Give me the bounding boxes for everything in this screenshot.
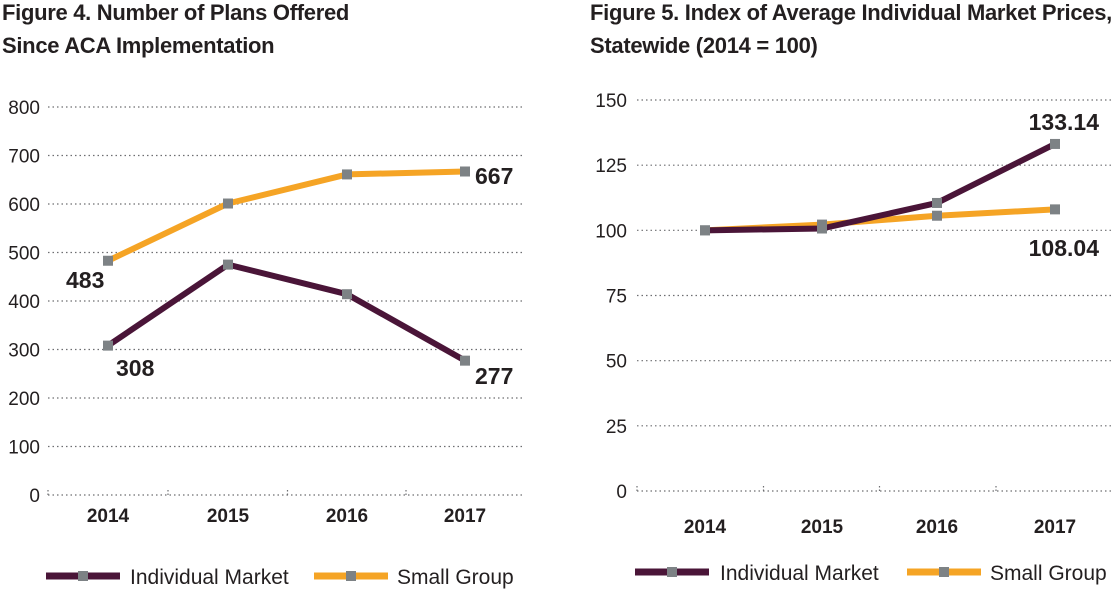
fig5-y-tick-label: 75 [606,287,627,308]
figure-5-title-line2: Statewide (2014 = 100) [590,33,818,58]
fig4-y-tick-label: 800 [8,98,40,119]
fig4-line-individual-market [106,261,467,364]
fig5-x-tick-label: 2015 [801,517,844,538]
fig5-y-tick-label: 125 [595,156,627,177]
figure-5-title-line1: Figure 5. Index of Average Individual Ma… [590,0,1112,25]
fig5-point-individual-market [700,225,710,236]
fig4-y-tick-label: 600 [8,195,40,216]
fig4-legend-label: Individual Market [130,566,289,589]
fig4-data-label: 277 [475,363,513,389]
fig5-point-small-group [932,210,942,221]
fig4-y-tick-label: 400 [8,292,40,313]
fig5-point-individual-market [932,197,942,208]
fig5-y-tick-label: 25 [606,417,627,438]
fig5-y-tick-label: 50 [606,352,627,373]
fig4-data-label: 483 [66,267,104,293]
fig4-x-tick-label: 2015 [207,506,250,527]
fig5-line-individual-market [704,141,1057,234]
fig5-x-tick-label: 2017 [1034,517,1076,538]
fig4-point-small-group [342,169,352,180]
fig5-legend-marker [667,567,677,577]
fig5-data-label: 133.14 [1029,109,1100,135]
fig4-y-tick-label: 0 [29,486,40,507]
fig4-point-small-group [103,255,113,266]
figure-4-title-line1: Figure 4. Number of Plans Offered [2,0,350,25]
fig5-x-tick-label: 2014 [684,517,727,538]
fig4-point-individual-market [460,355,470,366]
fig4-y-tick-label: 500 [8,244,40,265]
fig4-x-tick-label: 2016 [326,506,368,527]
fig5-y-tick-label: 150 [595,91,627,112]
fig4-y-tick-label: 300 [8,341,40,362]
fig4-line-small-group [106,168,466,264]
fig5-legend-label: Individual Market [720,562,879,585]
fig5-y-tick-label: 0 [616,482,627,503]
fig4-legend-marker [78,571,88,581]
fig5-y-tick-label: 100 [595,221,627,242]
fig5-data-label: 108.04 [1029,235,1100,261]
fig4-point-individual-market [103,340,113,351]
figure-5-chart: 0 25 50 75 100 125 150 2014 2015 2016 2017 133.14 10… [595,91,1112,585]
fig5-point-individual-market [1050,138,1060,149]
fig4-x-tick-label: 2017 [444,506,486,527]
fig5-x-tick-label: 2016 [916,517,958,538]
fig4-legend-marker [346,571,356,581]
fig4-point-individual-market [342,289,352,300]
fig4-legend-label: Small Group [397,566,514,589]
fig4-x-tick-label: 2014 [87,506,130,527]
figure-4-title: Figure 4. Number of Plans Offered Since … [2,0,422,62]
fig4-point-small-group [460,166,470,177]
figure-4-chart: 0 100 200 300 400 500 600 700 800 2014 2015 2016 201… [8,98,522,589]
fig4-y-tick-label: 700 [8,147,40,168]
fig4-point-individual-market [223,259,233,270]
fig4-y-tick-label: 200 [8,389,40,410]
figure-5-title: Figure 5. Index of Average Individual Ma… [590,0,1114,62]
figure-4-title-line2: Since ACA Implementation [2,33,275,58]
fig4-point-small-group [223,198,233,209]
fig5-legend-label: Small Group [990,562,1107,585]
fig4-y-tick-label: 100 [8,438,40,459]
fig5-point-individual-market [817,223,827,234]
fig5-legend-marker [939,567,949,577]
fig4-data-label: 667 [475,163,513,189]
fig5-point-small-group [1050,204,1060,215]
fig4-data-label: 308 [116,355,155,381]
